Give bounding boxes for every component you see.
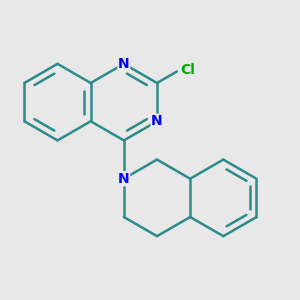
Text: Cl: Cl: [180, 63, 195, 76]
Text: N: N: [151, 114, 163, 128]
Text: N: N: [118, 57, 130, 71]
Text: N: N: [118, 172, 130, 186]
